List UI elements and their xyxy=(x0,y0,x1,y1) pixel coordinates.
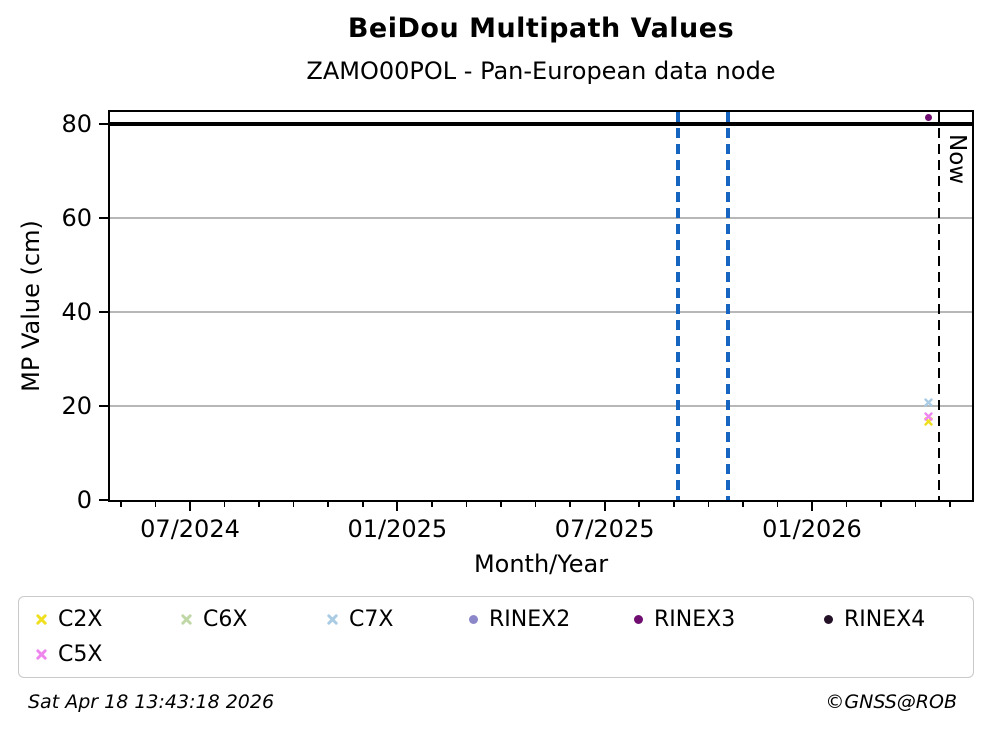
x-tick-minor xyxy=(500,502,502,507)
y-gridline xyxy=(110,311,972,313)
y-gridline xyxy=(110,217,972,219)
legend-item-c5x: C5X xyxy=(36,642,181,667)
legend-item-rinex3: RINEX3 xyxy=(634,607,824,632)
legend-label: C6X xyxy=(203,607,248,632)
circle-marker-icon xyxy=(469,615,478,624)
x-tick-major xyxy=(603,502,606,511)
y-tick-label: 0 xyxy=(76,486,92,514)
x-tick-minor xyxy=(638,502,640,507)
copyright-credit: ©GNSS@ROB xyxy=(825,691,957,713)
event-marker-line xyxy=(676,112,680,500)
now-label: Now xyxy=(943,134,970,185)
y-tick xyxy=(99,404,108,407)
x-tick-minor xyxy=(707,502,710,507)
y-tick xyxy=(99,499,108,501)
data-point-c7x xyxy=(924,398,934,407)
legend-item-c6x: C6X xyxy=(181,607,327,632)
x-tick-minor xyxy=(776,502,779,507)
x-tick-minor xyxy=(673,502,675,507)
y-tick-label: 80 xyxy=(61,109,92,138)
x-marker-icon xyxy=(181,614,192,625)
legend-label: C7X xyxy=(349,607,394,632)
y-tick-label: 60 xyxy=(61,203,92,232)
x-tick-minor xyxy=(569,502,571,507)
timestamp: Sat Apr 18 13:43:18 2026 xyxy=(28,691,275,713)
plot-frame xyxy=(108,110,974,502)
legend-item-c7x: C7X xyxy=(327,607,469,632)
x-marker-icon xyxy=(327,614,338,625)
x-tick-label: 01/2025 xyxy=(347,515,448,543)
legend-label: C2X xyxy=(58,607,103,632)
event-marker-line xyxy=(726,112,730,500)
threshold-line-80 xyxy=(110,122,972,126)
x-tick-minor xyxy=(223,502,226,507)
x-tick-minor xyxy=(362,502,364,507)
x-tick-minor xyxy=(845,502,848,507)
x-tick-label: 07/2025 xyxy=(554,515,655,543)
x-tick-minor xyxy=(327,502,329,507)
legend-item-rinex4: RINEX4 xyxy=(824,607,973,632)
chart-subtitle: ZAMO00POL - Pan-European data node xyxy=(306,57,776,85)
y-gridline xyxy=(110,405,972,407)
legend-item-rinex2: RINEX2 xyxy=(469,607,634,632)
x-tick-minor xyxy=(431,502,433,507)
x-marker-icon xyxy=(36,649,47,660)
legend-label: RINEX3 xyxy=(654,607,736,632)
circle-marker-icon xyxy=(824,615,833,624)
x-axis-label: Month/Year xyxy=(473,550,609,578)
x-tick-major xyxy=(810,502,813,511)
x-tick-minor xyxy=(949,502,951,507)
legend-label: RINEX2 xyxy=(489,607,571,632)
x-tick-minor xyxy=(154,502,157,507)
legend-item-c2x: C2X xyxy=(36,607,181,632)
x-tick-minor xyxy=(880,502,882,507)
legend-label: RINEX4 xyxy=(844,607,926,632)
x-tick-label: 01/2026 xyxy=(762,515,862,543)
circle-marker-icon xyxy=(634,615,643,624)
x-tick-minor xyxy=(742,502,744,507)
x-tick-minor xyxy=(258,502,260,507)
x-tick-minor xyxy=(914,502,917,507)
x-tick-minor xyxy=(292,502,295,507)
x-tick-major xyxy=(396,502,399,511)
y-tick-label: 40 xyxy=(61,297,92,326)
x-marker-icon xyxy=(36,614,47,625)
y-tick xyxy=(99,122,108,125)
y-tick-label: 20 xyxy=(61,391,92,420)
plot-area: Now xyxy=(110,112,972,500)
now-line xyxy=(937,112,941,500)
x-tick-major xyxy=(189,502,192,511)
y-tick xyxy=(99,216,108,219)
x-tick-label: 07/2024 xyxy=(140,515,240,543)
x-tick-minor xyxy=(534,502,537,507)
chart-title: BeiDou Multipath Values xyxy=(347,13,735,44)
legend: C2X C6X C7X RINEX2 RINEX3 RINEX4 C5X xyxy=(18,596,974,678)
y-tick xyxy=(99,310,108,313)
legend-label: C5X xyxy=(58,642,103,667)
data-point-rinex3 xyxy=(925,114,933,122)
x-tick-minor xyxy=(465,502,468,507)
x-tick-minor xyxy=(120,502,122,507)
data-point-c5x xyxy=(924,412,934,421)
